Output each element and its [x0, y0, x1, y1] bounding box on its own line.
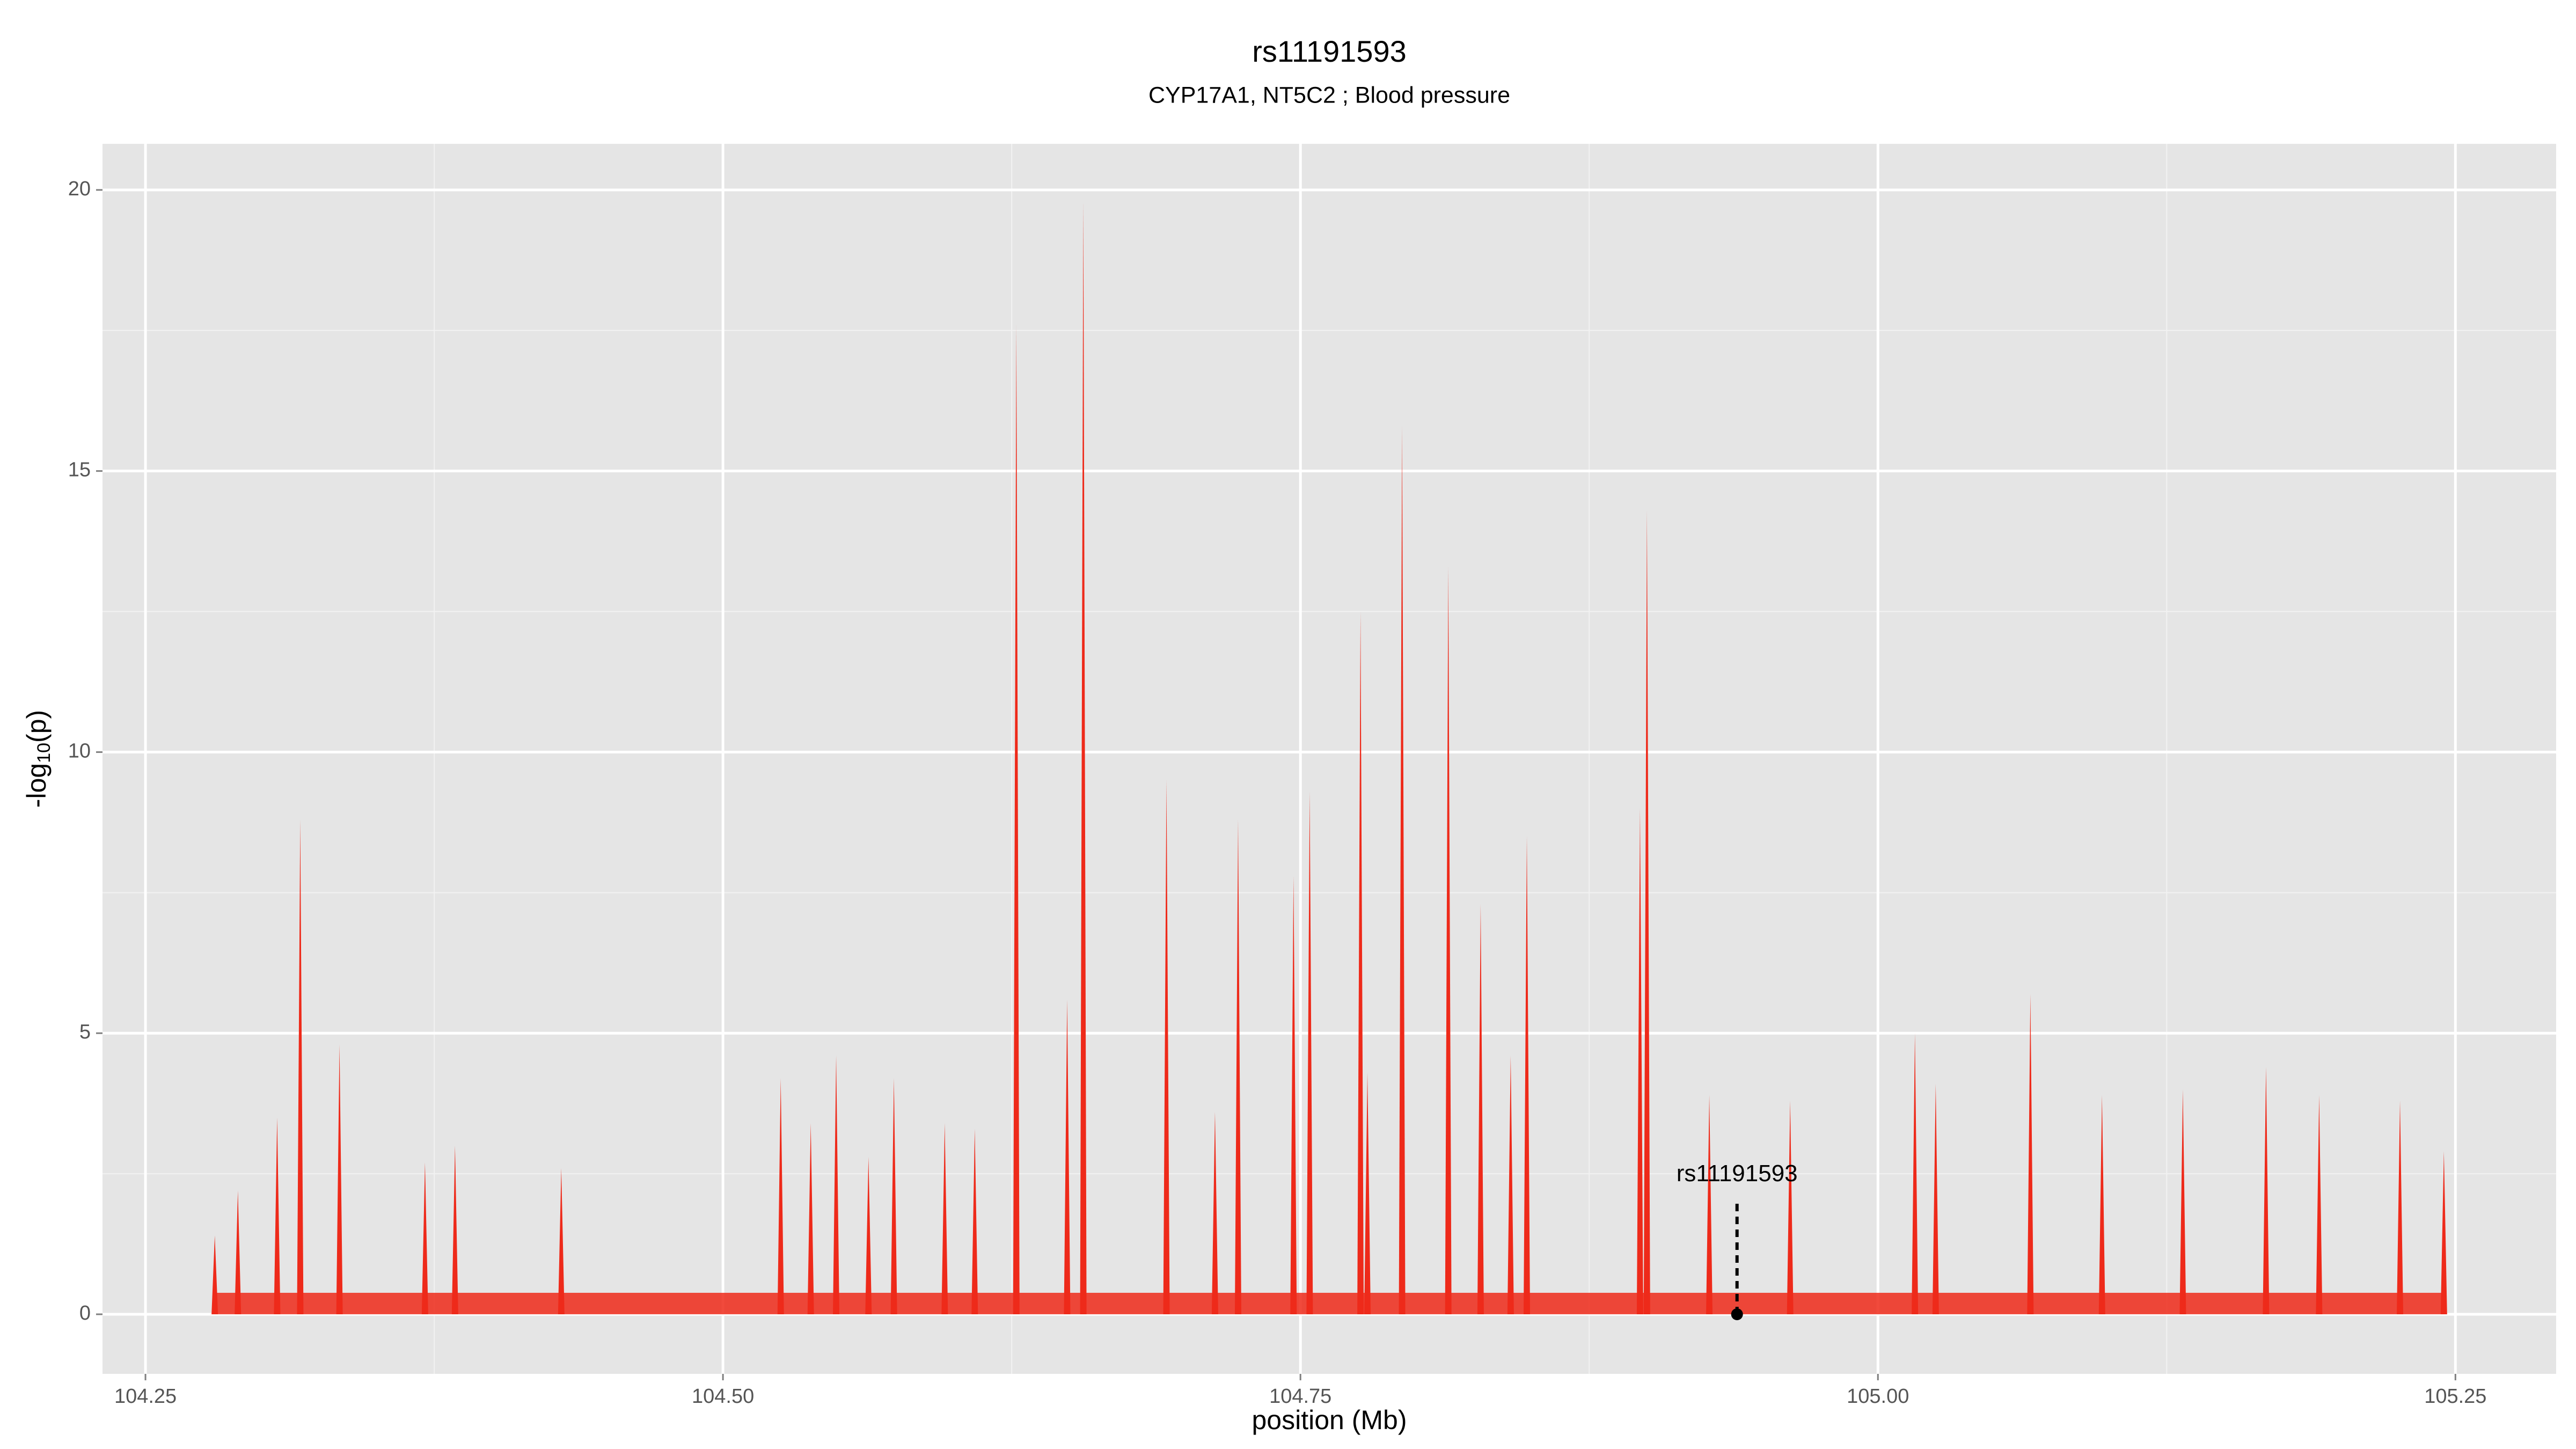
spike	[890, 1078, 897, 1314]
spike	[274, 1117, 281, 1314]
x-tick-label: 104.75	[1269, 1385, 1331, 1408]
y-tick-label: 15	[68, 459, 91, 481]
y-title-sub: 10	[34, 743, 54, 763]
y-tick-label: 5	[79, 1021, 91, 1043]
spike	[2098, 1095, 2105, 1314]
spike	[1636, 808, 1643, 1314]
spike	[2397, 1100, 2404, 1314]
spike	[971, 1129, 978, 1314]
spike	[297, 819, 304, 1314]
spike	[558, 1168, 565, 1314]
x-tick-label: 104.50	[692, 1385, 754, 1408]
baseline-band	[215, 1292, 2444, 1314]
y-title-part: (p)	[21, 710, 52, 743]
spike	[1507, 1056, 1514, 1314]
spike	[336, 1044, 343, 1314]
spike	[1163, 780, 1170, 1314]
spike	[1234, 819, 1241, 1314]
marks	[211, 201, 2447, 1314]
spike	[1080, 201, 1087, 1314]
spike	[1357, 611, 1364, 1314]
annotation-point	[1731, 1308, 1743, 1320]
spike	[211, 1235, 218, 1314]
spike	[1706, 1095, 1713, 1314]
spike	[2179, 1089, 2186, 1314]
annotation-label: rs11191593	[1677, 1160, 1798, 1187]
spike	[1064, 999, 1071, 1314]
spike	[1290, 875, 1297, 1314]
spike	[777, 1078, 784, 1314]
y-tick-label: 0	[79, 1302, 91, 1324]
spike	[1211, 1111, 1218, 1314]
spike	[2263, 1067, 2270, 1314]
spike	[1524, 836, 1531, 1314]
spike	[1445, 566, 1452, 1314]
x-tick-label: 104.25	[114, 1385, 177, 1408]
plot-panel	[103, 144, 2556, 1374]
spike	[1399, 426, 1406, 1314]
spike	[421, 1162, 428, 1314]
x-tick-label: 105.25	[2424, 1385, 2486, 1408]
y-axis-title: -log10(p)	[21, 710, 54, 808]
spike	[1787, 1100, 1794, 1314]
spike	[1932, 1084, 1939, 1314]
spike	[2316, 1095, 2323, 1314]
spike	[2440, 1151, 2447, 1314]
spike	[833, 1056, 840, 1314]
chart-title: rs11191593	[1252, 34, 1407, 68]
spike	[941, 1123, 948, 1314]
y-title-part: -log	[21, 763, 52, 808]
spike	[1477, 904, 1484, 1314]
spike	[1912, 1033, 1919, 1314]
spike	[1306, 791, 1313, 1314]
spike	[2027, 993, 2034, 1314]
spike	[1643, 510, 1650, 1314]
spike	[807, 1123, 814, 1314]
y-tick-label: 10	[68, 740, 91, 762]
spike	[451, 1145, 458, 1314]
y-tick-label: 20	[68, 178, 91, 200]
x-tick-label: 105.00	[1847, 1385, 1909, 1408]
spike	[865, 1157, 872, 1314]
spike	[235, 1190, 241, 1314]
spike	[1364, 1072, 1371, 1314]
chart-subtitle: CYP17A1, NT5C2 ; Blood pressure	[1148, 82, 1510, 108]
x-axis-title: position (Mb)	[1252, 1405, 1407, 1435]
spike	[1013, 325, 1020, 1314]
